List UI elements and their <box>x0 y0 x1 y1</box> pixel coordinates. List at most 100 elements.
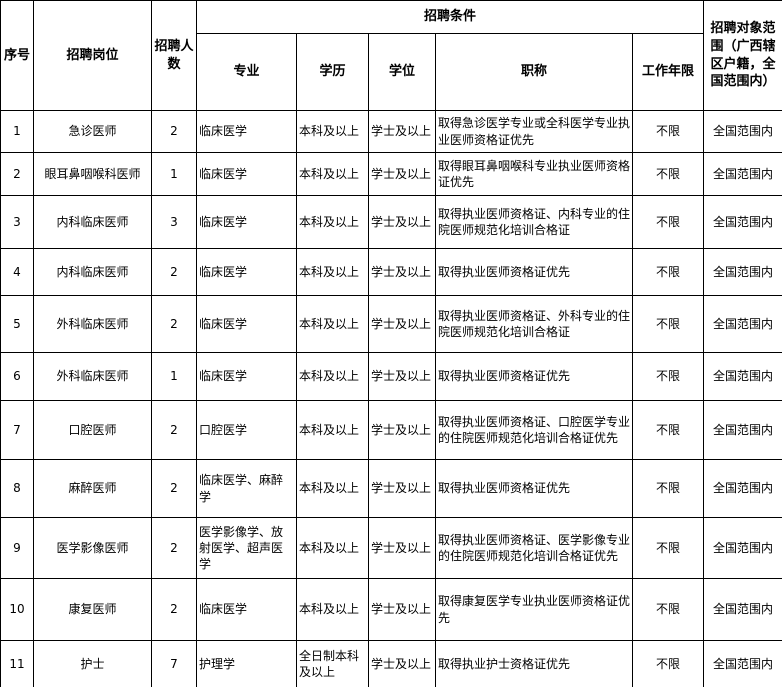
cell-title: 取得执业医师资格证优先 <box>435 248 633 296</box>
table-row: 2 眼耳鼻咽喉科医师 1 临床医学 本科及以上 学士及以上 取得眼耳鼻咽喉科专业… <box>0 152 782 196</box>
table-row: 10 康复医师 2 临床医学 本科及以上 学士及以上 取得康复医学专业执业医师资… <box>0 578 782 641</box>
cell-title: 取得急诊医学专业或全科医学专业执业医师资格证优先 <box>435 110 633 153</box>
table-row: 3 内科临床医师 3 临床医学 本科及以上 学士及以上 取得执业医师资格证、内科… <box>0 195 782 249</box>
cell-count: 1 <box>151 152 197 196</box>
cell-count: 7 <box>151 640 197 687</box>
cell-major: 临床医学 <box>196 152 297 196</box>
cell-years: 不限 <box>631 640 705 687</box>
cell-years: 不限 <box>631 459 705 518</box>
table-row: 6 外科临床医师 1 临床医学 本科及以上 学士及以上 取得执业医师资格证优先 … <box>0 352 782 401</box>
cell-scope: 全国范围内 <box>703 248 782 296</box>
cell-years: 不限 <box>631 295 705 353</box>
cell-major: 口腔医学 <box>196 400 297 460</box>
cell-position: 外科临床医师 <box>33 352 152 401</box>
header-title: 职称 <box>435 33 633 111</box>
cell-education: 本科及以上 <box>296 459 369 518</box>
table-row: 11 护士 7 护理学 全日制本科及以上 学士及以上 取得执业护士资格证优先 不… <box>0 640 782 687</box>
cell-education: 本科及以上 <box>296 578 369 641</box>
cell-title: 取得执业医师资格证、外科专业的住院医师规范化培训合格证 <box>435 295 633 353</box>
cell-education: 本科及以上 <box>296 295 369 353</box>
cell-serial: 11 <box>0 640 34 687</box>
cell-title: 取得执业医师资格证优先 <box>435 459 633 518</box>
cell-serial: 4 <box>0 248 34 296</box>
header-work-years: 工作年限 <box>631 33 705 111</box>
cell-major: 临床医学 <box>196 248 297 296</box>
cell-title: 取得执业医师资格证、口腔医学专业的住院医师规范化培训合格证优先 <box>435 400 633 460</box>
cell-degree: 学士及以上 <box>368 459 436 518</box>
cell-scope: 全国范围内 <box>703 110 782 153</box>
header-row-sub: 专业 学历 学位 职称 工作年限 <box>1 33 782 111</box>
cell-count: 2 <box>151 517 197 579</box>
cell-position: 口腔医师 <box>33 400 152 460</box>
header-major: 专业 <box>196 33 297 111</box>
cell-major: 临床医学 <box>196 110 297 153</box>
header-position: 招聘岗位 <box>33 0 152 111</box>
cell-major: 临床医学 <box>196 295 297 353</box>
cell-title: 取得执业医师资格证、内科专业的住院医师规范化培训合格证 <box>435 195 633 249</box>
cell-serial: 9 <box>0 517 34 579</box>
cell-degree: 学士及以上 <box>368 152 436 196</box>
cell-scope: 全国范围内 <box>703 459 782 518</box>
cell-years: 不限 <box>631 400 705 460</box>
cell-count: 2 <box>151 578 197 641</box>
cell-scope: 全国范围内 <box>703 295 782 353</box>
header-serial: 序号 <box>0 0 34 111</box>
cell-years: 不限 <box>631 517 705 579</box>
header-scope: 招聘对象范围（广西辖区户籍，全国范围内） <box>703 0 782 111</box>
cell-major: 医学影像学、放射医学、超声医学 <box>196 517 297 579</box>
cell-title: 取得执业医师资格证优先 <box>435 352 633 401</box>
cell-position: 医学影像医师 <box>33 517 152 579</box>
cell-degree: 学士及以上 <box>368 195 436 249</box>
cell-scope: 全国范围内 <box>703 195 782 249</box>
cell-count: 2 <box>151 248 197 296</box>
header-education: 学历 <box>296 33 369 111</box>
table-row: 1 急诊医师 2 临床医学 本科及以上 学士及以上 取得急诊医学专业或全科医学专… <box>0 110 782 153</box>
cell-scope: 全国范围内 <box>703 352 782 401</box>
cell-education: 全日制本科及以上 <box>296 640 369 687</box>
cell-major: 临床医学、麻醉学 <box>196 459 297 518</box>
cell-serial: 3 <box>0 195 34 249</box>
cell-years: 不限 <box>631 152 705 196</box>
cell-serial: 5 <box>0 295 34 353</box>
cell-degree: 学士及以上 <box>368 400 436 460</box>
cell-education: 本科及以上 <box>296 195 369 249</box>
cell-scope: 全国范围内 <box>703 152 782 196</box>
cell-count: 2 <box>151 295 197 353</box>
table-row: 5 外科临床医师 2 临床医学 本科及以上 学士及以上 取得执业医师资格证、外科… <box>0 295 782 353</box>
cell-years: 不限 <box>631 110 705 153</box>
cell-serial: 8 <box>0 459 34 518</box>
cell-serial: 1 <box>0 110 34 153</box>
cell-major: 护理学 <box>196 640 297 687</box>
cell-education: 本科及以上 <box>296 517 369 579</box>
header-degree: 学位 <box>368 33 436 111</box>
cell-education: 本科及以上 <box>296 152 369 196</box>
cell-degree: 学士及以上 <box>368 248 436 296</box>
cell-major: 临床医学 <box>196 578 297 641</box>
table-row: 9 医学影像医师 2 医学影像学、放射医学、超声医学 本科及以上 学士及以上 取… <box>0 517 782 579</box>
cell-education: 本科及以上 <box>296 110 369 153</box>
cell-education: 本科及以上 <box>296 352 369 401</box>
cell-serial: 7 <box>0 400 34 460</box>
cell-major: 临床医学 <box>196 352 297 401</box>
cell-degree: 学士及以上 <box>368 352 436 401</box>
cell-position: 急诊医师 <box>33 110 152 153</box>
cell-title: 取得眼耳鼻咽喉科专业执业医师资格证优先 <box>435 152 633 196</box>
header-headcount: 招聘人数 <box>151 0 197 111</box>
cell-years: 不限 <box>631 195 705 249</box>
cell-title: 取得执业护士资格证优先 <box>435 640 633 687</box>
cell-position: 麻醉医师 <box>33 459 152 518</box>
table-row: 7 口腔医师 2 口腔医学 本科及以上 学士及以上 取得执业医师资格证、口腔医学… <box>0 400 782 460</box>
cell-degree: 学士及以上 <box>368 578 436 641</box>
cell-title: 取得执业医师资格证、医学影像专业的住院医师规范化培训合格证优先 <box>435 517 633 579</box>
cell-position: 护士 <box>33 640 152 687</box>
cell-degree: 学士及以上 <box>368 110 436 153</box>
cell-count: 2 <box>151 110 197 153</box>
cell-years: 不限 <box>631 248 705 296</box>
cell-count: 3 <box>151 195 197 249</box>
cell-scope: 全国范围内 <box>703 578 782 641</box>
cell-position: 内科临床医师 <box>33 195 152 249</box>
table-row: 4 内科临床医师 2 临床医学 本科及以上 学士及以上 取得执业医师资格证优先 … <box>0 248 782 296</box>
table-row: 8 麻醉医师 2 临床医学、麻醉学 本科及以上 学士及以上 取得执业医师资格证优… <box>0 459 782 518</box>
cell-years: 不限 <box>631 578 705 641</box>
